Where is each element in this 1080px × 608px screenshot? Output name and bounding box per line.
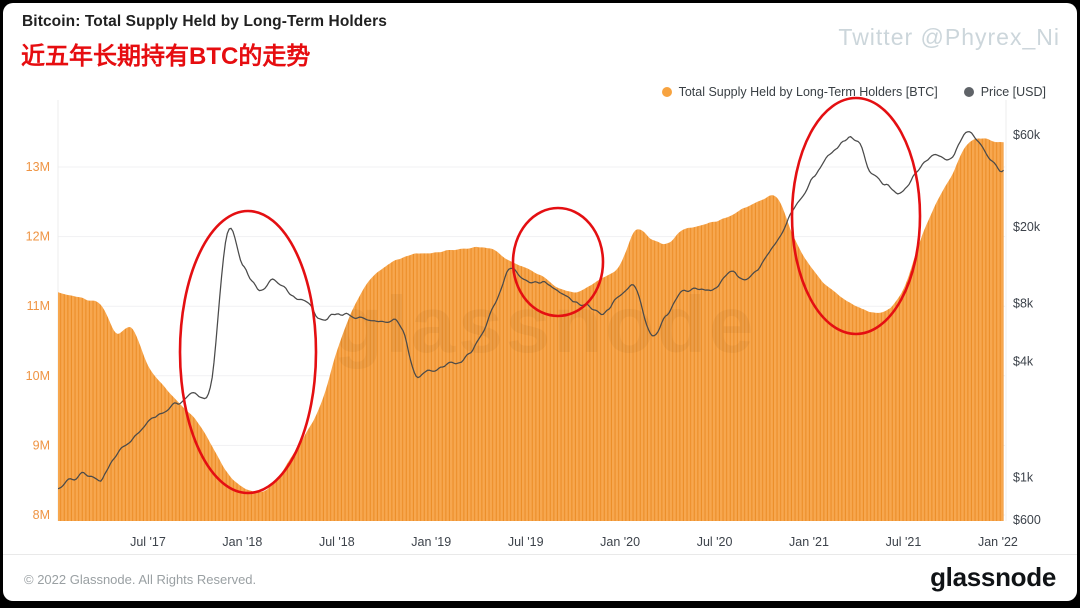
chart-title: Bitcoin: Total Supply Held by Long-Term …: [22, 13, 387, 30]
legend-item-price: Price [USD]: [963, 85, 1046, 99]
glassnode-logo: glassnode: [930, 562, 1056, 592]
supply-series-label: Total Supply Held by Long-Term Holders […: [678, 85, 938, 99]
footer-divider: [3, 554, 1077, 555]
price-series-dot-icon: [963, 87, 974, 97]
legend-item-supply: Total Supply Held by Long-Term Holders […: [661, 85, 938, 99]
twitter-watermark: Twitter @Phyrex_Ni: [838, 24, 1060, 50]
supply-series-dot-icon: [661, 87, 672, 97]
chart-legend: Total Supply Held by Long-Term Holders […: [661, 85, 1046, 99]
footer-copyright: © 2022 Glassnode. All Rights Reserved.: [24, 572, 257, 587]
chart-subtitle-chinese: 近五年长期持有BTC的走势: [21, 43, 311, 70]
price-series-label: Price [USD]: [980, 85, 1046, 99]
